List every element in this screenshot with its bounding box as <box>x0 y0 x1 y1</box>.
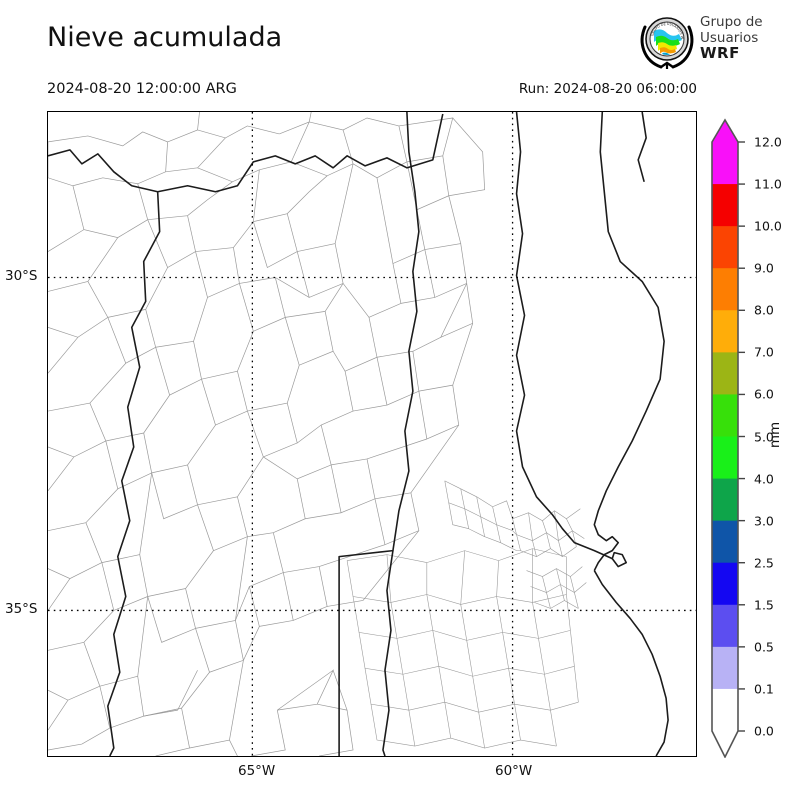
colorbar-tick-label: 5.0 <box>754 429 774 444</box>
colorbar-unit-text: mm <box>767 421 783 449</box>
province-borders <box>48 112 669 756</box>
axis-label-lon-60w: 60°W <box>495 763 533 779</box>
wrf-user-group-seal-icon: GRUPO DE USUARIOS WRF <box>638 13 694 69</box>
axis-label-lat-35s: 35°S <box>5 601 38 617</box>
colorbar-tick-label: 4.0 <box>754 471 774 487</box>
colorbar-band <box>712 352 738 395</box>
graticule <box>48 112 696 756</box>
axis-label-lat-30s: 30°S <box>5 268 38 284</box>
valid-time-label: 2024-08-20 12:00:00 ARG <box>47 81 237 97</box>
colorbar-tick-label: 2.5 <box>754 555 774 571</box>
colorbar-band <box>712 268 738 311</box>
logo-line-3: WRF <box>700 44 740 62</box>
dense-department-borders <box>346 480 587 749</box>
colorbar-tick-label: 12.0 <box>754 134 782 150</box>
axis-label-lon-65w: 65°W <box>238 763 276 779</box>
colorbar[interactable]: 12.0 11.0 10.0 9.0 8.0 7.0 6.0 5.0 4.0 3.0 2.5 1.5 0… <box>710 118 782 758</box>
colorbar-tick-label: 11.0 <box>754 176 782 192</box>
colorbar-tick-label: 7.0 <box>754 344 774 360</box>
colorbar-tick-label: 6.0 <box>754 386 774 402</box>
colorbar-tick-label: 9.0 <box>754 260 774 276</box>
colorbar-tick-label: 3.0 <box>754 513 774 529</box>
colorbar-band <box>712 142 738 185</box>
colorbar-extend-min <box>712 731 738 757</box>
colorbar-band <box>712 688 738 732</box>
colorbar-tick-label: 1.5 <box>754 597 774 613</box>
department-borders <box>48 112 486 756</box>
map-background <box>48 112 696 756</box>
map-canvas <box>48 112 696 756</box>
run-time-label: Run: 2024-08-20 06:00:00 <box>518 81 697 97</box>
logo-line-1: Grupo de <box>700 14 763 30</box>
colorbar-swatches <box>711 118 745 758</box>
colorbar-tick-label: 8.0 <box>754 302 774 318</box>
colorbar-band <box>712 310 738 353</box>
colorbar-band <box>712 226 738 269</box>
logo-line-2: Usuarios <box>700 29 759 46</box>
map-frame[interactable] <box>47 111 697 757</box>
colorbar-band <box>712 562 738 606</box>
colorbar-band <box>712 394 738 437</box>
colorbar-band <box>712 646 738 690</box>
logo: GRUPO DE USUARIOS WRF Grupo de Usuarios … <box>638 12 798 74</box>
colorbar-band <box>712 478 738 522</box>
page-title: Nieve acumulada <box>47 22 283 53</box>
logo-text: Grupo de Usuarios WRF <box>700 14 763 62</box>
colorbar-unit-label: mm <box>762 400 788 470</box>
colorbar-extend-max <box>712 120 738 142</box>
colorbar-band <box>712 520 738 564</box>
colorbar-band <box>712 604 738 648</box>
colorbar-band <box>712 436 738 479</box>
colorbar-tick-label: 10.0 <box>754 218 782 234</box>
colorbar-band <box>712 184 738 227</box>
colorbar-tick-label: 0.0 <box>754 723 774 739</box>
colorbar-tick-label: 0.1 <box>754 681 774 697</box>
colorbar-tick-label: 0.5 <box>754 639 774 655</box>
